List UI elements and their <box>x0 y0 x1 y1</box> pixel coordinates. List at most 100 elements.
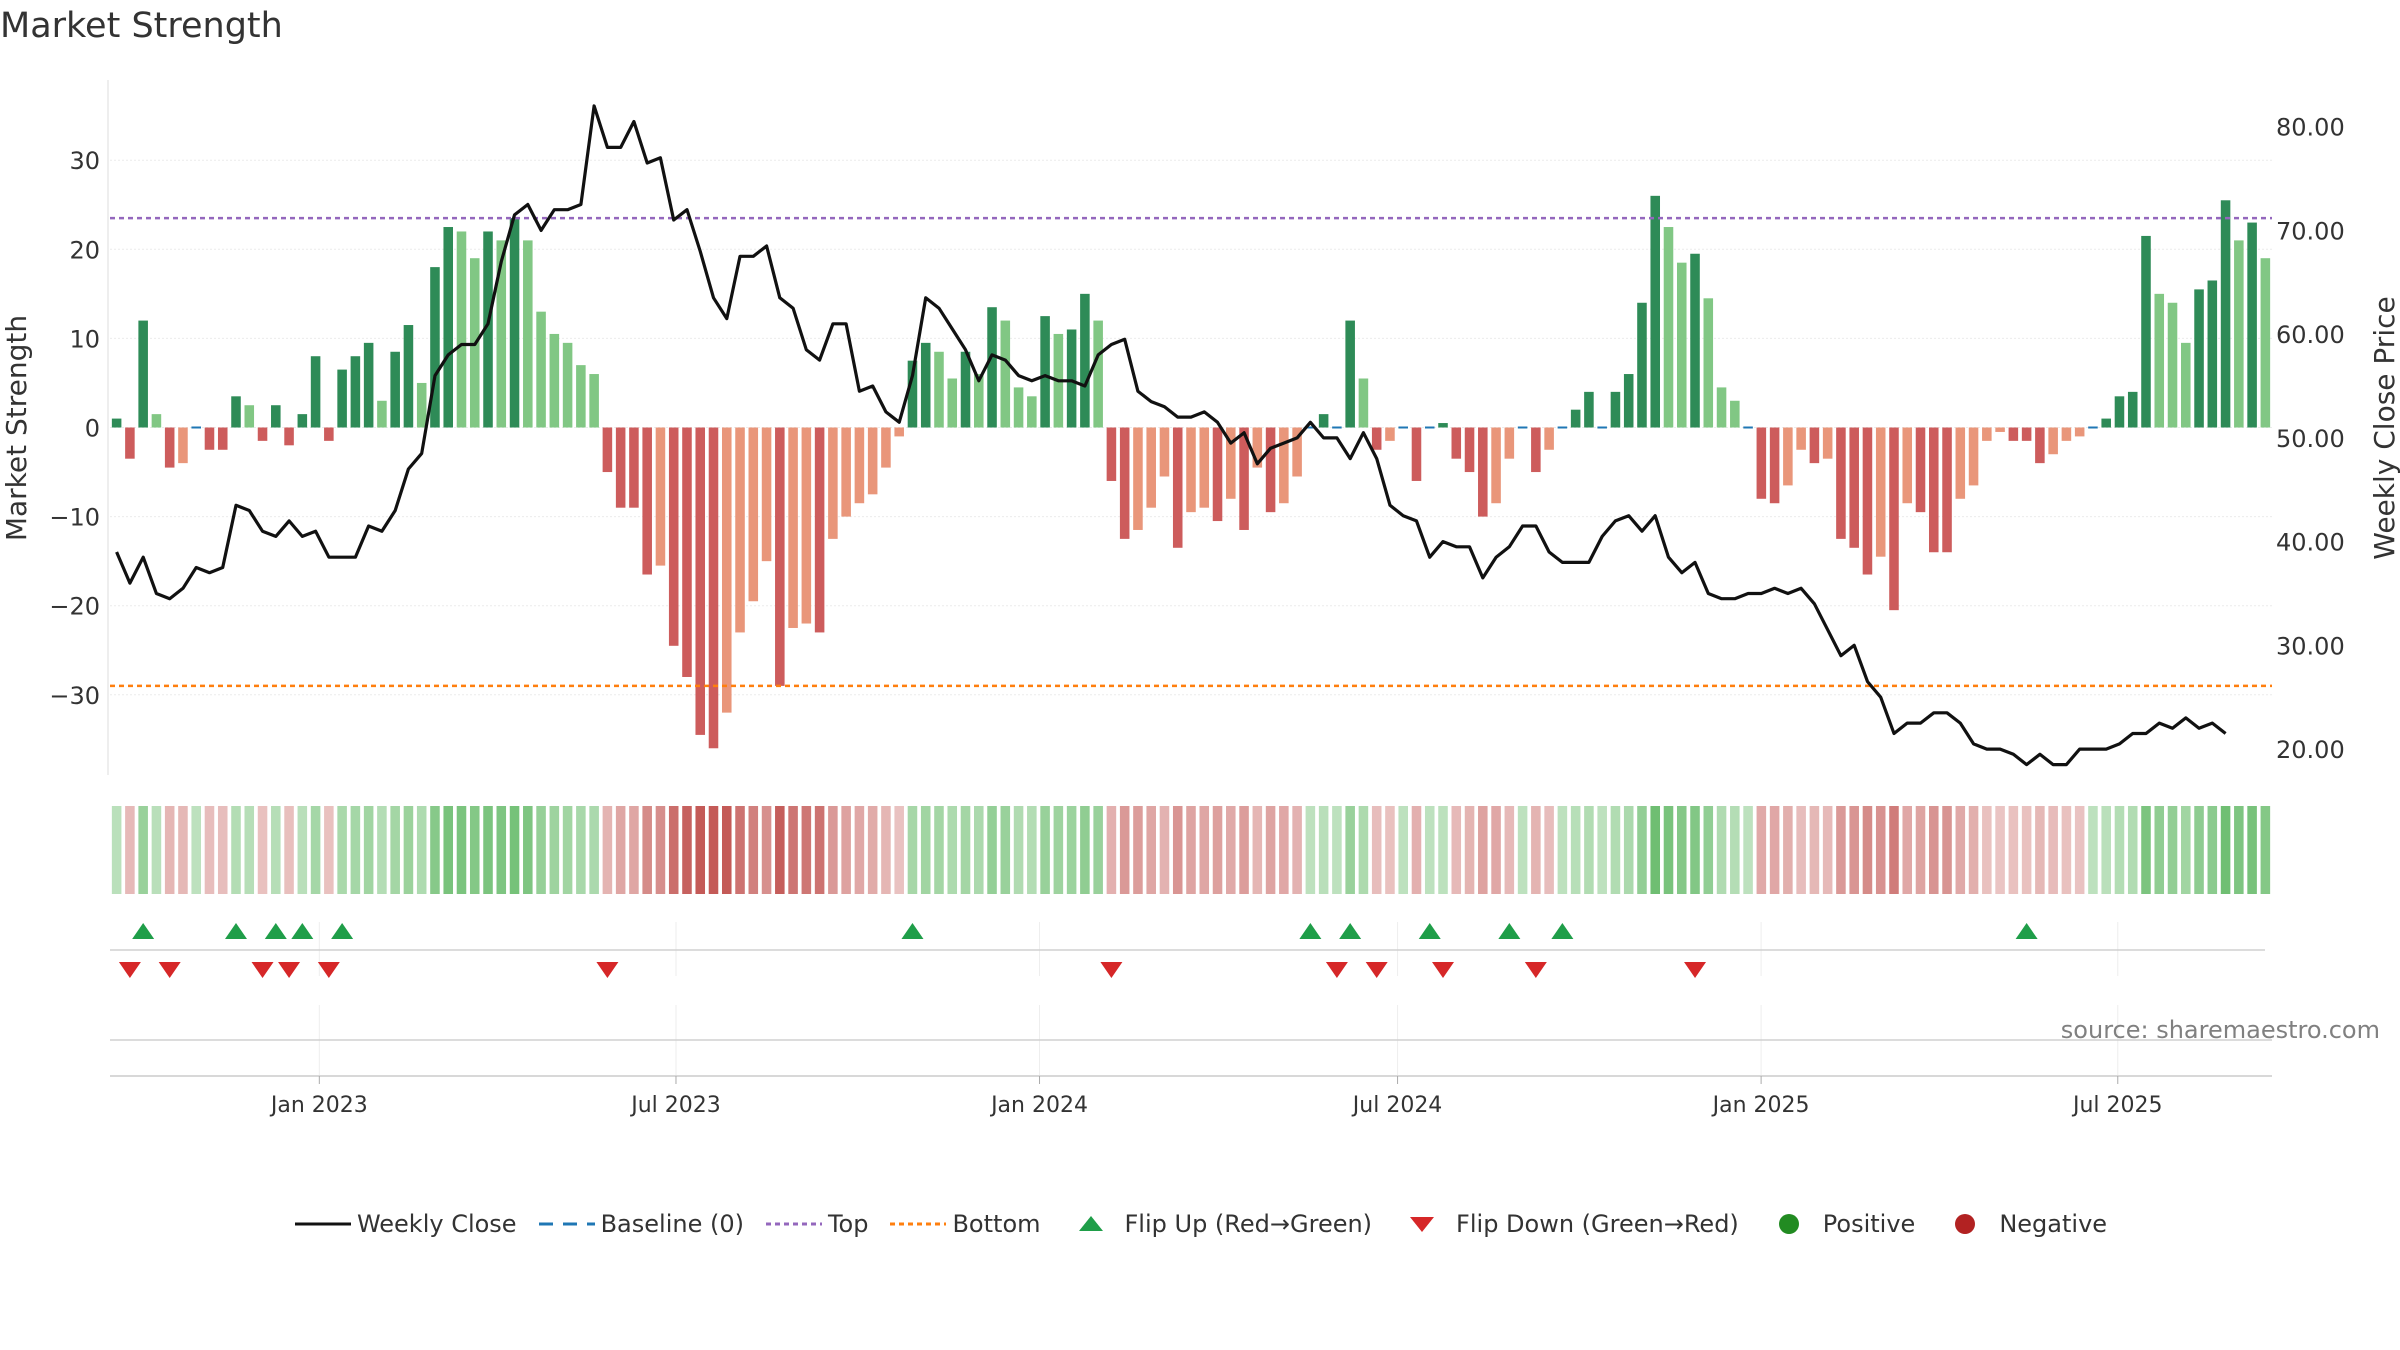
strength-bar <box>178 427 188 464</box>
heat-cell <box>1796 806 1806 894</box>
heat-cell <box>1345 806 1355 894</box>
heat-cell <box>589 806 599 894</box>
heat-cell <box>1040 806 1050 894</box>
y-tick-label: −30 <box>49 682 100 710</box>
legend-item-flip-up[interactable]: Flip Up (Red→Green) <box>1061 1209 1372 1239</box>
heat-cell <box>1730 806 1740 894</box>
heat-cell <box>2234 806 2244 894</box>
legend-item-negative[interactable]: Negative <box>1935 1209 2107 1239</box>
heat-cell <box>1597 806 1607 894</box>
flip-down-marker <box>1325 962 1348 978</box>
strength-bar <box>1133 427 1143 530</box>
strength-bar <box>881 427 891 468</box>
heat-cell <box>2101 806 2111 894</box>
x-tick-label: Jan 2025 <box>1711 1093 1810 1118</box>
strength-bar <box>1040 316 1050 428</box>
strength-bar <box>1106 427 1117 481</box>
heat-cell <box>1982 806 1992 894</box>
y2-tick-label: 40.00 <box>2276 529 2345 557</box>
legend-item-top[interactable]: Top <box>764 1209 869 1239</box>
heat-cell <box>231 806 241 894</box>
heat-cell <box>2114 806 2125 894</box>
strength-bar <box>151 414 162 428</box>
strength-bar <box>1199 427 1210 508</box>
legend-label: Top <box>827 1210 869 1238</box>
heat-cell <box>1968 806 1979 894</box>
heat-cell <box>310 806 321 894</box>
x-tick-label: Jul 2024 <box>1351 1093 1443 1118</box>
strength-bar <box>1730 400 1740 428</box>
heat-cell <box>1822 806 1833 894</box>
flip-up-marker <box>1418 923 1441 939</box>
strength-bar <box>1584 391 1594 428</box>
strength-bar <box>231 396 241 428</box>
strength-bar <box>2234 240 2244 428</box>
strength-bar <box>1995 427 2005 432</box>
y2-tick-label: 20.00 <box>2276 736 2345 764</box>
axes: −30 −20 −10 0 10 20 30 20.00 30.00 40.00 50.00 60.0… <box>49 80 2345 1118</box>
legend-item-bottom[interactable]: Bottom <box>888 1209 1041 1239</box>
heat-cell <box>1849 806 1859 894</box>
y2-tick-label: 60.00 <box>2276 321 2345 349</box>
heat-cell <box>257 806 268 894</box>
strength-bar <box>284 427 294 446</box>
heat-cell <box>1385 806 1395 894</box>
heat-cell <box>549 806 560 894</box>
strength-bar <box>775 427 785 686</box>
strength-bar <box>642 427 652 575</box>
heat-cell <box>576 806 586 894</box>
strength-bar <box>920 342 931 428</box>
legend-item-positive[interactable]: Positive <box>1759 1209 1915 1239</box>
strength-bar <box>2181 342 2191 428</box>
strength-bar <box>1239 427 1249 530</box>
strength-bar <box>1676 262 1687 428</box>
strength-bar <box>1902 427 1913 504</box>
heat-cell <box>1836 806 1846 894</box>
flip-markers <box>110 922 2265 978</box>
strength-bar <box>854 427 865 504</box>
strength-bar <box>2061 427 2072 441</box>
flip-down-marker <box>1365 962 1388 978</box>
heat-cell <box>2127 806 2138 894</box>
heat-cell <box>138 806 148 894</box>
legend-label: Bottom <box>952 1210 1041 1238</box>
heat-cell <box>2021 806 2032 894</box>
strength-bar <box>1650 195 1661 428</box>
heat-cell <box>1172 806 1183 894</box>
strength-bar <box>509 218 520 428</box>
heat-cell <box>244 806 255 894</box>
legend-close-icon <box>294 1222 351 1226</box>
legend-item-close[interactable]: Weekly Close <box>293 1209 517 1239</box>
legend-top-icon <box>765 1222 822 1226</box>
heat-cell <box>1106 806 1117 894</box>
strength-bar <box>934 351 944 428</box>
heat-cell <box>111 806 122 894</box>
heat-cell <box>1783 806 1793 894</box>
heat-cell <box>443 806 454 894</box>
strength-bar <box>2048 427 2058 455</box>
heat-cell <box>881 806 891 894</box>
strength-bar <box>1769 427 1780 504</box>
heat-cell <box>1119 806 1130 894</box>
strength-bar <box>1159 427 1170 477</box>
legend-item-baseline[interactable]: Baseline (0) <box>537 1209 744 1239</box>
strength-bar <box>2035 427 2045 464</box>
heat-cell <box>2207 806 2218 894</box>
heat-cell <box>217 806 228 894</box>
heat-cell <box>337 806 347 894</box>
strength-bar <box>2220 200 2231 428</box>
strength-bar <box>1836 427 1846 539</box>
heat-cell <box>416 806 427 894</box>
legend-item-flip-down[interactable]: Flip Down (Green→Red) <box>1392 1209 1739 1239</box>
reference-lines <box>110 216 2272 688</box>
heat-cell <box>1862 806 1873 894</box>
heat-cell <box>1928 806 1939 894</box>
strength-bar <box>1080 293 1090 428</box>
strength-bar <box>814 427 825 633</box>
strength-bar <box>576 365 586 428</box>
strength-bar <box>297 414 308 428</box>
heat-cell <box>1133 806 1143 894</box>
strength-bar <box>324 427 334 441</box>
heat-cell <box>536 806 546 894</box>
heat-cell <box>1478 806 1488 894</box>
